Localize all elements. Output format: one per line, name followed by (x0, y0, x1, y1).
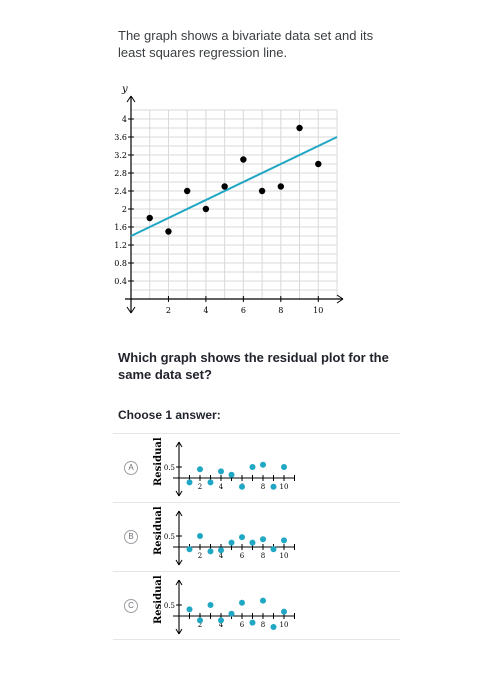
residual-point (270, 624, 277, 630)
data-point (183, 187, 191, 195)
radio-a[interactable]: A (124, 461, 138, 475)
x-tick-label: 6 (241, 306, 246, 315)
data-point (165, 228, 172, 235)
residual-point (239, 534, 245, 541)
x-tick-label: 4 (219, 621, 224, 629)
x-tick-label: 8 (261, 621, 265, 629)
y-tick-label: 2.4 (114, 187, 127, 196)
residual-point (197, 466, 203, 473)
x-axis-arrow (336, 294, 344, 304)
y-tick-label: 0.5 (164, 533, 175, 541)
data-point (146, 214, 153, 222)
residual-point (281, 537, 287, 544)
x-tick-label: 6 (240, 552, 245, 560)
x-tick-label: 2 (198, 552, 202, 560)
y-tick-label: 3.2 (114, 151, 127, 160)
residual-point (249, 619, 256, 626)
x-tick-label: 4 (219, 552, 224, 560)
x-tick-label: 10 (280, 483, 289, 491)
data-point (202, 205, 210, 213)
data-point (315, 160, 322, 168)
x-tick-label: 8 (261, 483, 265, 491)
x-tick-label: 2 (166, 306, 171, 315)
data-point (277, 183, 285, 190)
residual-point (260, 461, 266, 468)
y-axis-arrow-down (126, 306, 136, 314)
residual-point (260, 597, 266, 604)
data-point (296, 124, 303, 132)
x-tick-label: 10 (280, 621, 289, 629)
x-tick-label: 8 (261, 552, 265, 560)
y-axis-arrows (175, 510, 183, 566)
y-axis-label: y (121, 84, 128, 95)
x-tick-label: 10 (313, 306, 323, 315)
x-tick-label: 6 (240, 621, 245, 629)
x-tick-label: 2 (198, 621, 202, 629)
y-tick-label: 0.5 (164, 602, 175, 610)
residual-point (186, 606, 193, 613)
x-tick-label: 4 (219, 483, 224, 491)
x-tick-label: 8 (278, 306, 283, 315)
choose-label: Choose 1 answer: (118, 408, 221, 422)
x-tick-label: 4 (203, 306, 208, 315)
y-tick-label: 2 (122, 205, 127, 214)
y-tick-label: 4 (122, 115, 127, 124)
residual-point (281, 464, 287, 470)
residual-point (228, 539, 235, 546)
residual-point (260, 536, 266, 543)
data-point (240, 156, 247, 163)
residual-point (228, 471, 235, 478)
x-tick-label: 10 (280, 552, 289, 560)
residual-point (249, 464, 256, 470)
residual-point (186, 546, 193, 553)
data-point (221, 183, 228, 190)
data-point (258, 187, 266, 195)
residual-point (228, 610, 235, 617)
x-tick-label: 2 (198, 483, 202, 491)
y-axis-arrow (126, 95, 136, 103)
y-tick-label: 0.5 (164, 464, 175, 472)
y-tick-label: 1.2 (114, 241, 127, 250)
residual-axis-label: Residual (153, 437, 164, 486)
residual-point (207, 479, 214, 486)
residual-axis-label: Residual (153, 575, 164, 624)
residual-point (239, 483, 245, 490)
residual-point (186, 479, 193, 486)
residual-point (270, 546, 277, 553)
residual-point (207, 548, 214, 555)
residual-point (218, 617, 224, 624)
regression-line (130, 136, 338, 237)
y-tick-label: 0.4 (114, 277, 127, 286)
residual-point (239, 599, 245, 606)
residual-point (218, 547, 224, 554)
scatter-plot: xy2468100.40.81.21.622.42.83.23.64 (114, 84, 344, 315)
y-tick-label: 3.6 (114, 133, 127, 142)
residual-point (249, 539, 256, 546)
residual-point (197, 617, 203, 624)
residual-point (197, 533, 203, 539)
residual-point (270, 483, 277, 490)
y-tick-label: 1.6 (114, 223, 127, 232)
intro-text: The graph shows a bivariate data set and… (118, 28, 374, 60)
y-axis-arrows (175, 579, 183, 635)
radio-b[interactable]: B (124, 530, 138, 544)
residual-point (281, 608, 287, 615)
y-tick-label: 0.8 (114, 259, 127, 268)
residual-point (207, 602, 214, 608)
y-tick-label: 2.8 (114, 169, 127, 178)
radio-c[interactable]: C (124, 599, 138, 613)
question-text: Which graph shows the residual plot for … (118, 350, 389, 382)
y-axis-arrows (175, 441, 183, 497)
residual-axis-label: Residual (153, 506, 164, 555)
residual-point (218, 468, 224, 475)
